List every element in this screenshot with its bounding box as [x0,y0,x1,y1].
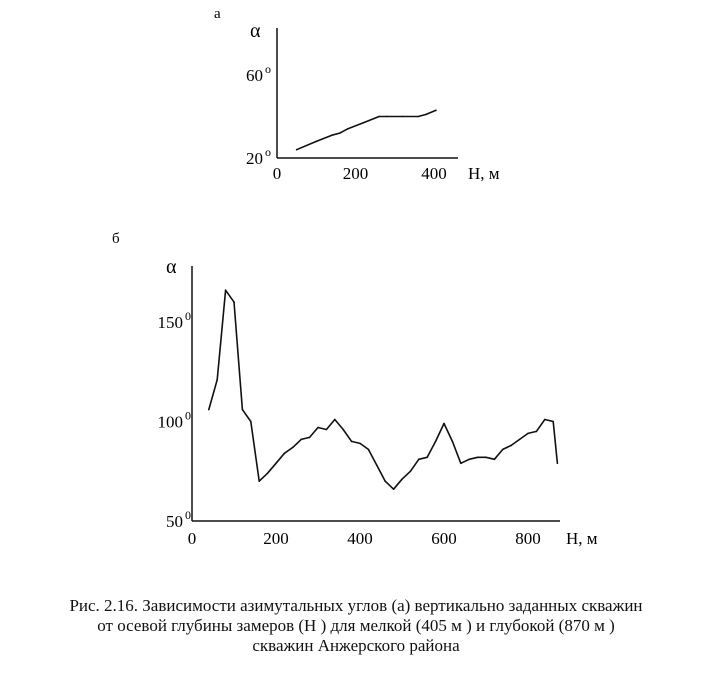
panel-b-data-point [518,438,521,441]
panel-a-y-tick-suffix: o [265,145,271,159]
panel-b-data-point [418,458,420,461]
panel-b-data-point [384,480,387,483]
panel-b-data-point [510,444,512,447]
panel-b-data-point [502,448,504,451]
panel-b-data-point [409,470,412,473]
panel-a-data-point [401,115,404,118]
panel-b-data-point [476,456,479,459]
panel-b-data-point [350,440,353,443]
panel-b-data-point [527,432,529,435]
panel-a-y-tick-suffix: o [265,62,271,76]
panel-b-y-tick-suffix: 0 [185,309,191,323]
panel-b-data-point [283,452,286,455]
panel-a-x-tick-label: 200 [343,164,369,183]
panel-b-data-point [300,438,303,441]
panel-a-label: а [214,6,221,22]
panel-b-data-point [493,458,496,461]
panel-b-y-tick-label: 150 [158,313,184,332]
panel-a-data-point [339,132,341,134]
panel-a-data-point [315,140,318,143]
panel-b-y-tick-label: 50 [166,512,183,531]
panel-b-data-point [460,462,462,465]
panel-a-y-axis-label: α [250,20,261,42]
panel-b-data-point [241,408,244,411]
panel-b-data-point [224,289,227,292]
panel-b-y-tick-suffix: 0 [185,508,191,522]
panel-a-data-point [346,128,349,130]
panel-b-data-point [544,418,546,421]
panel-b-y-tick-label: 100 [158,413,184,432]
caption-line: от осевой глубины замеров (Н ) для мелко… [97,616,615,635]
panel-b-data-point [275,462,277,465]
panel-b-data-point [258,480,261,483]
panel-b-x-tick-label: 400 [347,529,373,548]
figure-caption: Рис. 2.16. Зависимости азимутальных угло… [0,596,712,656]
panel-a-x-axis-label: H, м [468,164,500,183]
panel-b-data-point [552,420,554,423]
panel-a-data-point [417,115,420,118]
panel-b-x-tick-label: 200 [263,529,289,548]
panel-b-data-point [426,456,429,459]
panel-a-data-point [362,121,365,124]
panel-b-data-point [216,378,218,381]
panel-a-data-point [435,109,437,112]
panel-b-x-tick-label: 0 [188,529,197,548]
panel-a-y-tick-label: 60 [246,66,263,85]
panel-b-data-point [535,430,538,433]
panel-b-data-point [325,428,328,431]
panel-b-data-point [556,462,559,465]
panel-a-data-point [386,115,388,118]
panel-b-data-point [292,446,294,449]
panel-b-data-point [485,456,487,459]
panel-b-y-tick-suffix: 0 [185,409,191,423]
panel-b-data-point [359,442,361,445]
panel-a-data-point [331,134,333,136]
panel-a-y-tick-label: 20 [246,149,263,168]
panel-b-x-tick-label: 600 [431,529,457,548]
panel-b-x-axis-label: H, м [566,529,598,548]
panel-a-series-line [296,109,437,151]
panel-b-data-point [443,422,445,425]
panel-b-data-point [401,478,403,481]
panel-b-data-point [376,464,378,467]
panel-a-x-tick-label: 0 [273,164,282,183]
panel-b-data-point [308,436,311,439]
caption-line: скважин Анжерского района [252,636,460,655]
panel-b-y-axis-label: α [166,256,177,278]
panel-a-data-point [425,113,427,116]
panel-b-data-point [334,418,336,421]
panel-b-data-point [367,448,370,451]
panel-b-data-point [434,440,437,443]
panel-b-data-point [266,472,269,475]
panel-b-x-tick-label: 800 [515,529,541,548]
panel-b-data-point [317,426,319,429]
panel-a-data-point [295,148,298,151]
panel-b-label: б [112,231,120,247]
panel-b-data-point [392,488,395,491]
panel-b-data-point [250,420,252,423]
panel-b-data-point [468,458,471,461]
panel-a-x-tick-label: 400 [421,164,447,183]
caption-line: Рис. 2.16. Зависимости азимутальных угло… [69,596,643,615]
panel-b-data-point [451,440,454,443]
panel-b-data-point [342,428,345,431]
panel-b-series-line [208,289,559,491]
panel-b-data-point [233,301,235,303]
panel-a-data-point [378,115,380,118]
panel-b-data-point [208,408,210,411]
